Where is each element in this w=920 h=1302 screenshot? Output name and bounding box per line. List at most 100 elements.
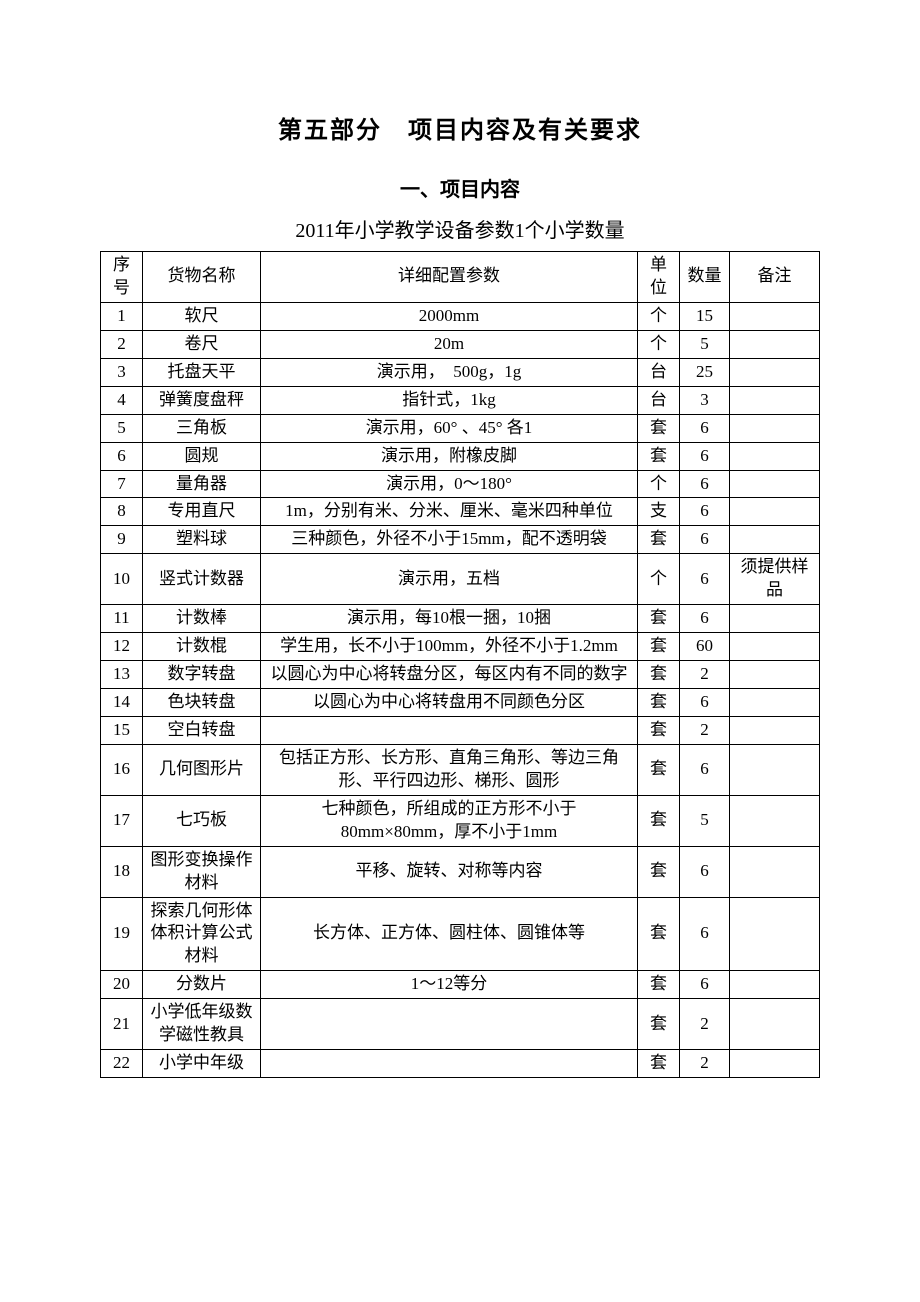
table-row: 9塑料球三种颜色，外径不小于15mm，配不透明袋套6 bbox=[101, 526, 820, 554]
cell-name: 三角板 bbox=[143, 414, 261, 442]
cell-qty: 6 bbox=[680, 414, 730, 442]
cell-note bbox=[730, 605, 820, 633]
cell-qty: 6 bbox=[680, 526, 730, 554]
table-header-row: 序号 货物名称 详细配置参数 单位 数量 备注 bbox=[101, 252, 820, 303]
cell-note: 须提供样品 bbox=[730, 554, 820, 605]
cell-spec: 演示用，0～180° bbox=[261, 470, 638, 498]
cell-spec: 演示用，每10根一捆，10捆 bbox=[261, 605, 638, 633]
cell-spec: 包括正方形、长方形、直角三角形、等边三角形、平行四边形、梯形、圆形 bbox=[261, 744, 638, 795]
cell-seq: 15 bbox=[101, 716, 143, 744]
cell-name: 色块转盘 bbox=[143, 689, 261, 717]
cell-unit: 支 bbox=[638, 498, 680, 526]
cell-unit: 套 bbox=[638, 1050, 680, 1078]
cell-spec: 指针式，1kg bbox=[261, 386, 638, 414]
cell-spec bbox=[261, 1050, 638, 1078]
cell-note bbox=[730, 386, 820, 414]
cell-spec: 长方体、正方体、圆柱体、圆锥体等 bbox=[261, 897, 638, 971]
cell-qty: 60 bbox=[680, 633, 730, 661]
cell-seq: 6 bbox=[101, 442, 143, 470]
cell-spec: 演示用，附橡皮脚 bbox=[261, 442, 638, 470]
cell-seq: 17 bbox=[101, 795, 143, 846]
table-row: 7量角器演示用，0～180°个6 bbox=[101, 470, 820, 498]
cell-note bbox=[730, 795, 820, 846]
cell-spec: 七种颜色，所组成的正方形不小于80mm×80mm，厚不小于1mm bbox=[261, 795, 638, 846]
table-row: 10竖式计数器演示用，五档个6须提供样品 bbox=[101, 554, 820, 605]
cell-name: 托盘天平 bbox=[143, 358, 261, 386]
header-unit: 单位 bbox=[638, 252, 680, 303]
cell-qty: 6 bbox=[680, 470, 730, 498]
cell-name: 数字转盘 bbox=[143, 661, 261, 689]
table-row: 4弹簧度盘秤指针式，1kg台3 bbox=[101, 386, 820, 414]
table-row: 6圆规演示用，附橡皮脚套6 bbox=[101, 442, 820, 470]
table-caption: 2011年小学教学设备参数1个小学数量 bbox=[100, 214, 820, 243]
cell-name: 专用直尺 bbox=[143, 498, 261, 526]
table-row: 11计数棒演示用，每10根一捆，10捆套6 bbox=[101, 605, 820, 633]
cell-name: 卷尺 bbox=[143, 330, 261, 358]
cell-name: 弹簧度盘秤 bbox=[143, 386, 261, 414]
cell-unit: 个 bbox=[638, 302, 680, 330]
cell-seq: 18 bbox=[101, 846, 143, 897]
cell-seq: 21 bbox=[101, 999, 143, 1050]
cell-seq: 13 bbox=[101, 661, 143, 689]
cell-spec: 演示用，60° 、45° 各1 bbox=[261, 414, 638, 442]
cell-note bbox=[730, 302, 820, 330]
cell-spec: 以圆心为中心将转盘用不同颜色分区 bbox=[261, 689, 638, 717]
header-spec: 详细配置参数 bbox=[261, 252, 638, 303]
cell-seq: 7 bbox=[101, 470, 143, 498]
cell-seq: 4 bbox=[101, 386, 143, 414]
cell-spec: 1m，分别有米、分米、厘米、毫米四种单位 bbox=[261, 498, 638, 526]
cell-spec: 演示用， 500g，1g bbox=[261, 358, 638, 386]
cell-qty: 6 bbox=[680, 605, 730, 633]
cell-name: 七巧板 bbox=[143, 795, 261, 846]
table-row: 21小学低年级数学磁性教具套2 bbox=[101, 999, 820, 1050]
table-row: 14色块转盘以圆心为中心将转盘用不同颜色分区套6 bbox=[101, 689, 820, 717]
cell-seq: 9 bbox=[101, 526, 143, 554]
cell-unit: 个 bbox=[638, 470, 680, 498]
cell-note bbox=[730, 633, 820, 661]
cell-qty: 5 bbox=[680, 330, 730, 358]
cell-name: 塑料球 bbox=[143, 526, 261, 554]
cell-qty: 6 bbox=[680, 971, 730, 999]
cell-spec: 演示用，五档 bbox=[261, 554, 638, 605]
cell-spec: 三种颜色，外径不小于15mm，配不透明袋 bbox=[261, 526, 638, 554]
cell-name: 小学中年级 bbox=[143, 1050, 261, 1078]
cell-seq: 11 bbox=[101, 605, 143, 633]
cell-seq: 22 bbox=[101, 1050, 143, 1078]
cell-note bbox=[730, 689, 820, 717]
cell-qty: 6 bbox=[680, 689, 730, 717]
cell-seq: 8 bbox=[101, 498, 143, 526]
cell-note bbox=[730, 470, 820, 498]
cell-unit: 台 bbox=[638, 358, 680, 386]
cell-spec bbox=[261, 999, 638, 1050]
cell-qty: 2 bbox=[680, 716, 730, 744]
cell-unit: 套 bbox=[638, 716, 680, 744]
cell-unit: 套 bbox=[638, 661, 680, 689]
cell-note bbox=[730, 846, 820, 897]
table-row: 18图形变换操作材料平移、旋转、对称等内容套6 bbox=[101, 846, 820, 897]
table-row: 13数字转盘以圆心为中心将转盘分区，每区内有不同的数字套2 bbox=[101, 661, 820, 689]
cell-spec: 2000mm bbox=[261, 302, 638, 330]
cell-note bbox=[730, 744, 820, 795]
page-title: 第五部分 项目内容及有关要求 bbox=[100, 110, 820, 145]
cell-seq: 14 bbox=[101, 689, 143, 717]
table-row: 22小学中年级套2 bbox=[101, 1050, 820, 1078]
cell-qty: 25 bbox=[680, 358, 730, 386]
cell-unit: 套 bbox=[638, 605, 680, 633]
table-row: 8专用直尺1m，分别有米、分米、厘米、毫米四种单位支6 bbox=[101, 498, 820, 526]
cell-note bbox=[730, 1050, 820, 1078]
table-body: 1软尺2000mm个152卷尺20m个53托盘天平演示用， 500g，1g台25… bbox=[101, 302, 820, 1077]
table-row: 12计数棍学生用，长不小于100mm，外径不小于1.2mm套60 bbox=[101, 633, 820, 661]
cell-qty: 6 bbox=[680, 744, 730, 795]
cell-seq: 1 bbox=[101, 302, 143, 330]
cell-note bbox=[730, 526, 820, 554]
cell-spec: 1～12等分 bbox=[261, 971, 638, 999]
section-heading: 一、项目内容 bbox=[100, 173, 820, 202]
table-row: 1软尺2000mm个15 bbox=[101, 302, 820, 330]
cell-unit: 套 bbox=[638, 795, 680, 846]
cell-qty: 6 bbox=[680, 554, 730, 605]
cell-seq: 19 bbox=[101, 897, 143, 971]
cell-spec bbox=[261, 716, 638, 744]
cell-seq: 3 bbox=[101, 358, 143, 386]
cell-unit: 台 bbox=[638, 386, 680, 414]
page: 第五部分 项目内容及有关要求 一、项目内容 2011年小学教学设备参数1个小学数… bbox=[0, 0, 920, 1302]
